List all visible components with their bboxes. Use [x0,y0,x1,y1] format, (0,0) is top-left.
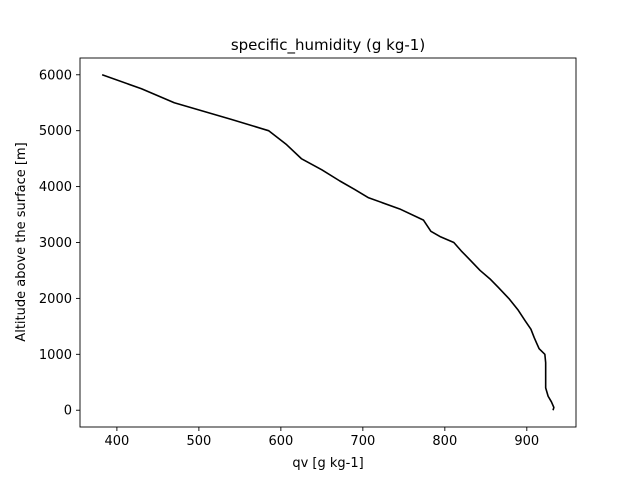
x-tick-label: 800 [432,434,457,449]
x-tick-label: 600 [268,434,293,449]
x-tick-label: 900 [514,434,539,449]
plot-area: 400 500 600 700 800 900 0 1000 2000 3000 4000 5000 6… [39,57,577,449]
y-tick-label: 4000 [39,180,72,195]
y-axis-title: Altitude above the surface [m] [14,142,29,341]
y-tick-label: 0 [64,404,72,419]
x-tick-label: 400 [104,434,129,449]
x-tick-label: 500 [186,434,211,449]
x-tick-label: 700 [350,434,375,449]
y-tick-label: 1000 [39,348,72,363]
y-tick-label: 6000 [39,68,72,83]
y-tick-label: 5000 [39,124,72,139]
y-tick-label: 2000 [39,292,72,307]
x-axis-title: qv [g kg-1] [292,456,363,471]
y-tick-label: 3000 [39,236,72,251]
series-line-0 [101,74,555,411]
axes-frame [79,57,577,428]
chart-title: specific_humidity (g kg-1) [231,36,425,55]
